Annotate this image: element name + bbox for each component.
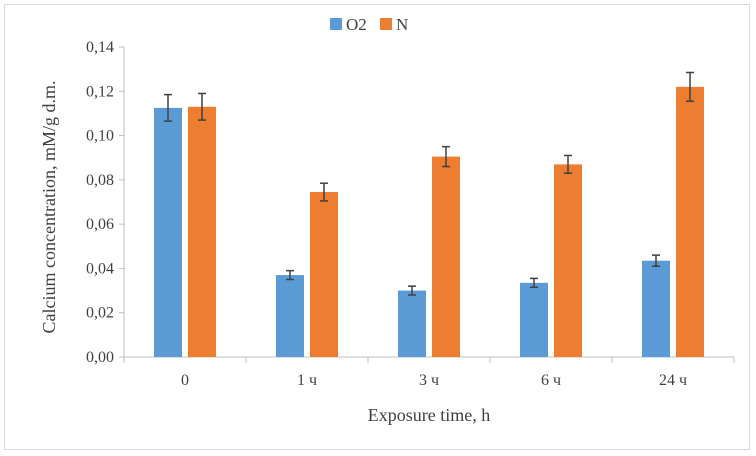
y-tick-label: 0,04 (86, 260, 114, 277)
y-tick-label: 0,02 (86, 305, 114, 322)
bar-n-1 (310, 192, 338, 357)
x-tick-label: 3 ч (419, 372, 439, 389)
chart-frame (4, 4, 750, 450)
y-tick-label: 0,14 (86, 39, 114, 56)
y-tick-label: 0,06 (86, 216, 114, 233)
bar-n-2 (432, 156, 460, 357)
y-tick-label: 0,08 (86, 172, 114, 189)
bar-o2-3 (520, 282, 548, 357)
x-tick-label: 1 ч (297, 372, 317, 389)
bar-o2-0 (154, 107, 182, 358)
bar-n-0 (188, 106, 216, 358)
bar-o2-4 (642, 260, 670, 357)
legend-swatch-n (380, 18, 392, 30)
bar-n-3 (554, 164, 582, 357)
bar-o2-1 (276, 275, 304, 357)
bar-o2-2 (398, 290, 426, 357)
x-axis-title: Exposure time, h (368, 405, 490, 425)
x-tick-label: 6 ч (541, 372, 561, 389)
y-tick-label: 0,12 (86, 83, 114, 100)
x-tick-label: 24 ч (659, 372, 687, 389)
y-tick-label: 0,00 (86, 349, 114, 366)
y-axis-title: Calcium concentration, mM/g d.m. (39, 81, 59, 334)
legend-label-n: N (396, 15, 408, 34)
y-tick-label: 0,10 (86, 128, 114, 145)
x-tick-label: 0 (181, 372, 189, 389)
legend-swatch-o2 (330, 18, 342, 30)
legend-label-o2: O2 (346, 15, 367, 34)
bar-n-4 (676, 86, 704, 357)
